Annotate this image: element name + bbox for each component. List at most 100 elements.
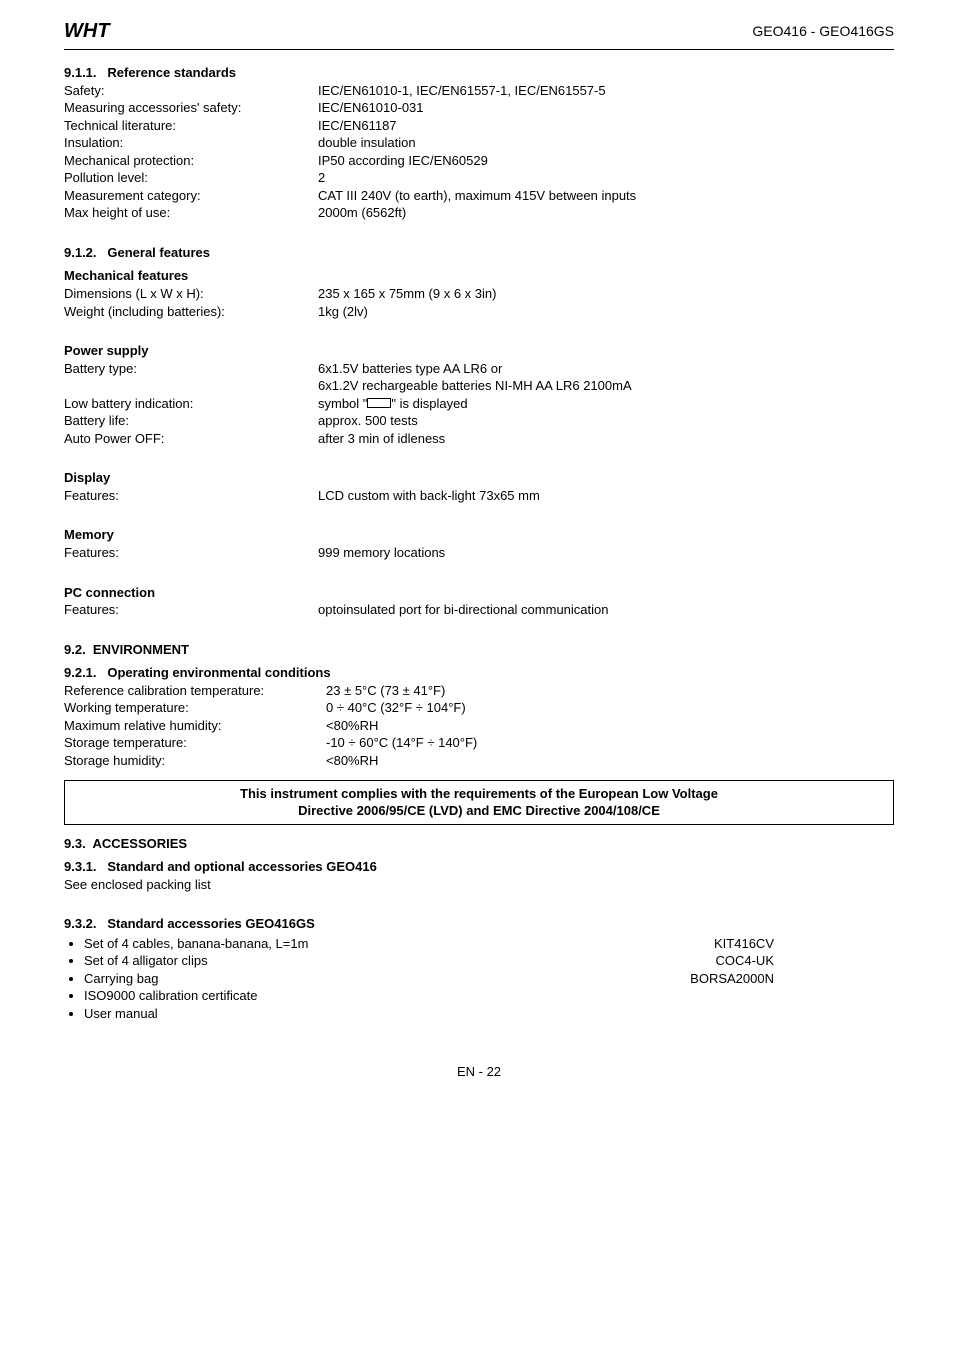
section-num: 9.3.2. [64, 916, 97, 931]
value: 23 ± 5°C (73 ± 41°F) [326, 682, 894, 700]
value: 1kg (2lv) [318, 303, 894, 321]
value: CAT III 240V (to earth), maximum 415V be… [318, 187, 894, 205]
kv-row: Safety:IEC/EN61010-1, IEC/EN61557-1, IEC… [64, 82, 894, 100]
kv-row: Auto Power OFF:after 3 min of idleness [64, 430, 894, 448]
section-name: Operating environmental conditions [107, 665, 330, 680]
section-921-rows: Reference calibration temperature:23 ± 5… [64, 682, 894, 770]
label: Max height of use: [64, 204, 318, 222]
list-item: Set of 4 alligator clips COC4-UK [84, 952, 894, 970]
kv-row: Features:optoinsulated port for bi-direc… [64, 601, 894, 619]
note-line2: Directive 2006/95/CE (LVD) and EMC Direc… [298, 803, 660, 818]
value: IP50 according IEC/EN60529 [318, 152, 894, 170]
kv-row: Measurement category:CAT III 240V (to ea… [64, 187, 894, 205]
label: Storage temperature: [64, 734, 326, 752]
section-num: 9.3. [64, 836, 86, 851]
logo: WHT [64, 18, 110, 45]
kv-row: Mechanical protection:IP50 according IEC… [64, 152, 894, 170]
display-rows: Features:LCD custom with back-light 73x6… [64, 487, 894, 505]
value: approx. 500 tests [318, 412, 894, 430]
kv-row: Measuring accessories' safety:IEC/EN6101… [64, 99, 894, 117]
label: Mechanical protection: [64, 152, 318, 170]
kv-row: Dimensions (L x W x H):235 x 165 x 75mm … [64, 285, 894, 303]
label: Features: [64, 601, 318, 619]
label: Weight (including batteries): [64, 303, 318, 321]
value: 999 memory locations [318, 544, 894, 562]
value: 2000m (6562ft) [318, 204, 894, 222]
item-code [774, 987, 894, 1005]
section-932-title: 9.3.2. Standard accessories GEO416GS [64, 915, 894, 933]
section-name: Standard and optional accessories GEO416 [107, 859, 376, 874]
header-rule [64, 49, 894, 50]
list-item: ISO9000 calibration certificate [84, 987, 894, 1005]
label: Pollution level: [64, 169, 318, 187]
kv-row: Technical literature:IEC/EN61187 [64, 117, 894, 135]
value: 2 [318, 169, 894, 187]
kv-row: Reference calibration temperature:23 ± 5… [64, 682, 894, 700]
section-num: 9.2. [64, 642, 86, 657]
kv-row: Features:LCD custom with back-light 73x6… [64, 487, 894, 505]
value: IEC/EN61010-1, IEC/EN61557-1, IEC/EN6155… [318, 82, 894, 100]
value: symbol "" is displayed [318, 395, 894, 413]
value: optoinsulated port for bi-directional co… [318, 601, 894, 619]
battery-icon [367, 398, 391, 408]
value: IEC/EN61010-031 [318, 99, 894, 117]
value: <80%RH [326, 717, 894, 735]
kv-row: Maximum relative humidity:<80%RH [64, 717, 894, 735]
compliance-note: This instrument complies with the requir… [64, 780, 894, 825]
section-name: ACCESSORIES [92, 836, 187, 851]
subhead-pc: PC connection [64, 584, 894, 602]
section-921-title: 9.2.1. Operating environmental condition… [64, 664, 894, 682]
label: Working temperature: [64, 699, 326, 717]
section-num: 9.3.1. [64, 859, 97, 874]
section-912-title: 9.1.2. General features [64, 244, 894, 262]
section-931-text: See enclosed packing list [64, 876, 894, 894]
label: Battery life: [64, 412, 318, 430]
label: Low battery indication: [64, 395, 318, 413]
subhead-mechanical: Mechanical features [64, 267, 894, 285]
label: Storage humidity: [64, 752, 326, 770]
item-code [774, 1005, 894, 1023]
kv-row: Weight (including batteries):1kg (2lv) [64, 303, 894, 321]
value: 235 x 165 x 75mm (9 x 6 x 3in) [318, 285, 894, 303]
label: Features: [64, 487, 318, 505]
kv-row: Battery life:approx. 500 tests [64, 412, 894, 430]
label: Safety: [64, 82, 318, 100]
section-911-rows: Safety:IEC/EN61010-1, IEC/EN61557-1, IEC… [64, 82, 894, 222]
value: 6x1.5V batteries type AA LR6 or 6x1.2V r… [318, 360, 894, 395]
label: Features: [64, 544, 318, 562]
item-text: Set of 4 cables, banana-banana, L=1m [84, 935, 308, 953]
doc-title: GEO416 - GEO416GS [752, 22, 894, 41]
section-name: Standard accessories GEO416GS [107, 916, 314, 931]
value: 0 ÷ 40°C (32°F ÷ 104°F) [326, 699, 894, 717]
section-name: Reference standards [107, 65, 236, 80]
kv-row: Storage humidity:<80%RH [64, 752, 894, 770]
section-name: ENVIRONMENT [93, 642, 189, 657]
item-code: COC4-UK [715, 952, 894, 970]
section-name: General features [107, 245, 210, 260]
item-code: BORSA2000N [690, 970, 894, 988]
kv-row: Storage temperature:-10 ÷ 60°C (14°F ÷ 1… [64, 734, 894, 752]
kv-row: Features:999 memory locations [64, 544, 894, 562]
section-931-title: 9.3.1. Standard and optional accessories… [64, 858, 894, 876]
low-batt-pre: symbol " [318, 396, 367, 411]
section-num: 9.1.2. [64, 245, 97, 260]
value: <80%RH [326, 752, 894, 770]
power-rows-rest: Battery life:approx. 500 testsAuto Power… [64, 412, 894, 447]
item-text: ISO9000 calibration certificate [84, 987, 257, 1005]
subhead-memory: Memory [64, 526, 894, 544]
accessories-list: Set of 4 cables, banana-banana, L=1mKIT4… [64, 935, 894, 1023]
row-low-battery: Low battery indication: symbol "" is dis… [64, 395, 894, 413]
kv-row: Max height of use:2000m (6562ft) [64, 204, 894, 222]
value: IEC/EN61187 [318, 117, 894, 135]
memory-rows: Features:999 memory locations [64, 544, 894, 562]
item-text: Set of 4 alligator clips [84, 952, 208, 970]
section-93-title: 9.3. ACCESSORIES [64, 835, 894, 853]
value: double insulation [318, 134, 894, 152]
item-text: Carrying bag [84, 970, 158, 988]
page-footer: EN - 22 [64, 1063, 894, 1081]
note-line1: This instrument complies with the requir… [240, 786, 718, 801]
section-911-title: 9.1.1. Reference standards [64, 64, 894, 82]
label: Insulation: [64, 134, 318, 152]
label: Auto Power OFF: [64, 430, 318, 448]
value: after 3 min of idleness [318, 430, 894, 448]
